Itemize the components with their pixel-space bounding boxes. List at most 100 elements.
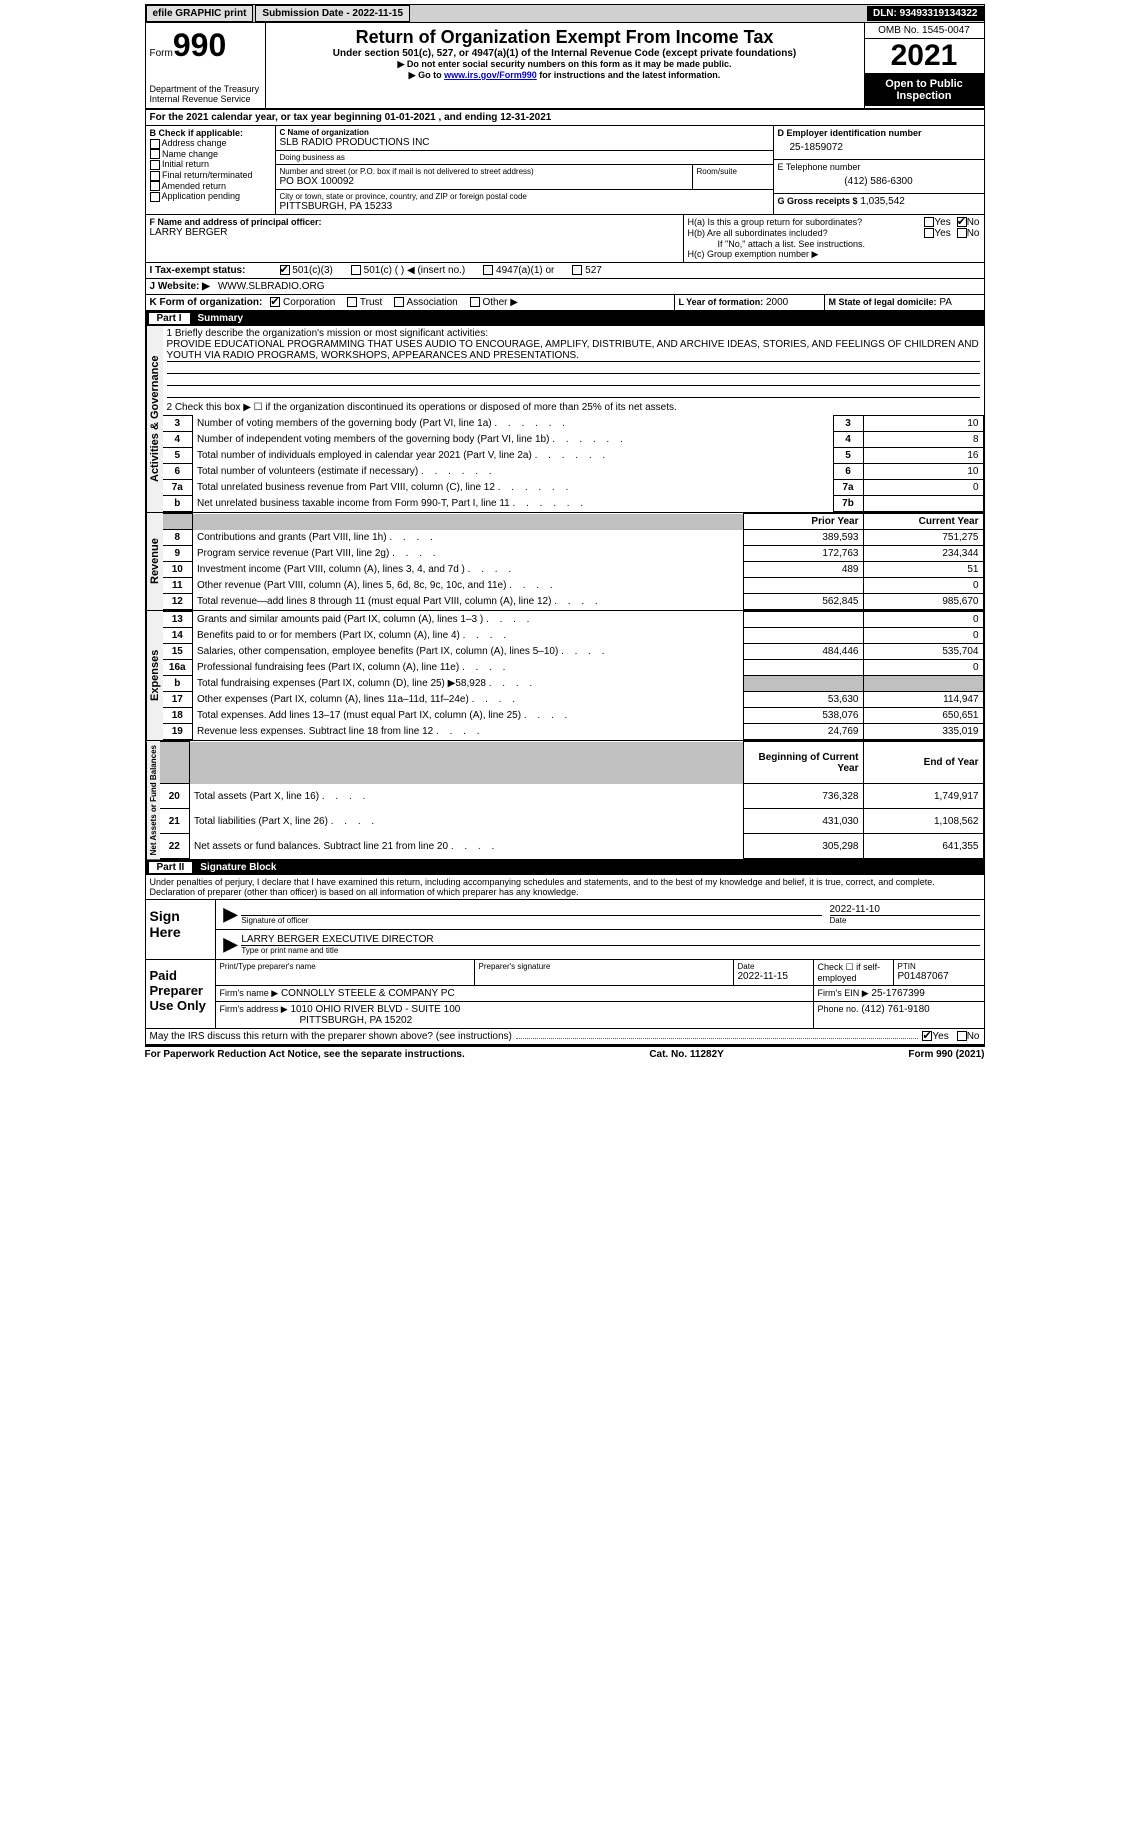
i-opt-check[interactable]: [280, 265, 290, 275]
omb-number: OMB No. 1545-0047: [865, 23, 984, 39]
firm-name-value: CONNOLLY STEELE & COMPANY PC: [281, 988, 455, 999]
ein-value: 25-1859072: [778, 138, 980, 157]
submission-date: Submission Date - 2022-11-15: [255, 5, 410, 22]
i-opt-check[interactable]: [572, 265, 582, 275]
prep-date-value: 2022-11-15: [738, 971, 809, 982]
hb-yes[interactable]: [924, 228, 934, 238]
no-text2: No: [967, 228, 980, 239]
form-title: Return of Organization Exempt From Incom…: [270, 27, 860, 48]
yes-text2: Yes: [934, 228, 950, 239]
firm-city-value: PITTSBURGH, PA 15202: [220, 1015, 413, 1026]
j-label: J Website: ▶: [150, 281, 210, 292]
part2-header: Part II Signature Block: [145, 860, 985, 875]
room-label: Room/suite: [697, 167, 769, 176]
firm-addr-value: 1010 OHIO RIVER BLVD - SUITE 100: [290, 1004, 460, 1015]
firm-name-label: Firm's name ▶: [220, 988, 279, 998]
prep-sig-label: Preparer's signature: [479, 962, 729, 971]
phone-value: (412) 586-6300: [778, 172, 980, 191]
sig-officer-label: Signature of officer: [241, 916, 821, 925]
i-opt-check[interactable]: [483, 265, 493, 275]
sig-date-value: 2022-11-10: [830, 904, 980, 916]
efile-button[interactable]: efile GRAPHIC print: [146, 5, 254, 22]
phone-label: E Telephone number: [778, 162, 980, 172]
q1-text: PROVIDE EDUCATIONAL PROGRAMMING THAT USE…: [167, 339, 980, 362]
q1-label: 1 Briefly describe the organization's mi…: [167, 328, 980, 339]
instr2-pre: ▶ Go to: [409, 70, 444, 80]
instr-1: ▶ Do not enter social security numbers o…: [270, 59, 860, 70]
form-header: Form990 Department of the Treasury Inter…: [145, 23, 985, 109]
box-f: F Name and address of principal officer:…: [146, 215, 684, 262]
k-label: K Form of organization:: [150, 297, 263, 308]
k-opt-check[interactable]: [347, 297, 357, 307]
may-irs-yes[interactable]: [922, 1031, 932, 1041]
k-opt-check[interactable]: [270, 297, 280, 307]
line-j: J Website: ▶ WWW.SLBRADIO.ORG: [145, 279, 985, 295]
f-label: F Name and address of principal officer:: [150, 217, 679, 227]
org-name: SLB RADIO PRODUCTIONS INC: [280, 137, 769, 148]
part1-label: Summary: [198, 313, 244, 324]
street-label: Number and street (or P.O. box if mail i…: [280, 167, 688, 176]
line-k: K Form of organization: Corporation Trus…: [146, 295, 674, 310]
box-h: H(a) Is this a group return for subordin…: [684, 215, 984, 262]
top-bar: efile GRAPHIC print Submission Date - 20…: [145, 4, 985, 23]
ha-label: H(a) Is this a group return for subordin…: [688, 217, 925, 228]
prep-check-label: Check ☐ if self-employed: [814, 960, 894, 985]
prep-date-label: Date: [738, 962, 809, 971]
firm-ein-label: Firm's EIN ▶: [818, 988, 869, 998]
firm-phone-value: (412) 761-9180: [861, 1004, 929, 1015]
city-value: PITTSBURGH, PA 15233: [280, 201, 769, 212]
arrow-icon-2: ▶: [220, 934, 242, 955]
hc-label: H(c) Group exemption number ▶: [688, 249, 980, 260]
form990-link[interactable]: www.irs.gov/Form990: [444, 70, 537, 80]
ha-yes[interactable]: [924, 217, 934, 227]
hb-no[interactable]: [957, 228, 967, 238]
may-irs-label: May the IRS discuss this return with the…: [150, 1031, 512, 1042]
form-word: Form: [150, 48, 173, 59]
ha-no[interactable]: [957, 217, 967, 227]
no-text: No: [967, 217, 980, 228]
website-value: WWW.SLBRADIO.ORG: [218, 281, 325, 292]
line-i: I Tax-exempt status: 501(c)(3) 501(c) ( …: [145, 263, 985, 279]
box-b-check[interactable]: [150, 192, 160, 202]
box-b-check[interactable]: [150, 181, 160, 191]
firm-ein-value: 25-1767399: [871, 988, 924, 999]
l-label: L Year of formation:: [679, 297, 764, 307]
m-label: M State of legal domicile:: [829, 297, 937, 307]
c-name-label: C Name of organization: [280, 128, 769, 137]
box-b-check[interactable]: [150, 149, 160, 159]
gross-label: G Gross receipts $: [778, 196, 858, 206]
part1-header: Part I Summary: [145, 311, 985, 326]
i-label: I Tax-exempt status:: [150, 265, 280, 276]
i-opt-check[interactable]: [351, 265, 361, 275]
footer-left: For Paperwork Reduction Act Notice, see …: [145, 1049, 465, 1060]
k-opt-check[interactable]: [470, 297, 480, 307]
form-subtitle: Under section 501(c), 527, or 4947(a)(1)…: [270, 48, 860, 59]
may-irs-no[interactable]: [957, 1031, 967, 1041]
box-b-check[interactable]: [150, 139, 160, 149]
gross-value: 1,035,542: [860, 196, 905, 207]
firm-phone-label: Phone no.: [818, 1004, 859, 1014]
declaration: Under penalties of perjury, I declare th…: [145, 875, 985, 900]
box-b-label: B Check if applicable:: [150, 128, 271, 138]
footer-right: Form 990 (2021): [908, 1049, 984, 1060]
instr2-post: for instructions and the latest informat…: [537, 70, 721, 80]
k-opt-check[interactable]: [394, 297, 404, 307]
form-number: 990: [173, 27, 226, 63]
instr-2: ▶ Go to www.irs.gov/Form990 for instruct…: [270, 70, 860, 81]
tax-year: 2021: [865, 39, 984, 74]
yes-text: Yes: [934, 217, 950, 228]
sig-name-label: Type or print name and title: [241, 946, 979, 955]
l-value: 2000: [766, 297, 788, 308]
sign-here-label: Sign Here: [146, 900, 216, 959]
expenses-label: Expenses: [146, 611, 163, 740]
q2-text: 2 Check this box ▶ ☐ if the organization…: [163, 400, 984, 415]
expenses-table: 13Grants and similar amounts paid (Part …: [163, 611, 984, 740]
part2-title: Part II: [149, 862, 193, 873]
box-b-check[interactable]: [150, 160, 160, 170]
box-b-check[interactable]: [150, 171, 160, 181]
may-yes-text: Yes: [932, 1031, 948, 1042]
city-label: City or town, state or province, country…: [280, 192, 769, 201]
f-value: LARRY BERGER: [150, 227, 679, 238]
dept-treasury: Department of the Treasury: [150, 84, 261, 94]
sig-name-value: LARRY BERGER EXECUTIVE DIRECTOR: [241, 934, 979, 946]
